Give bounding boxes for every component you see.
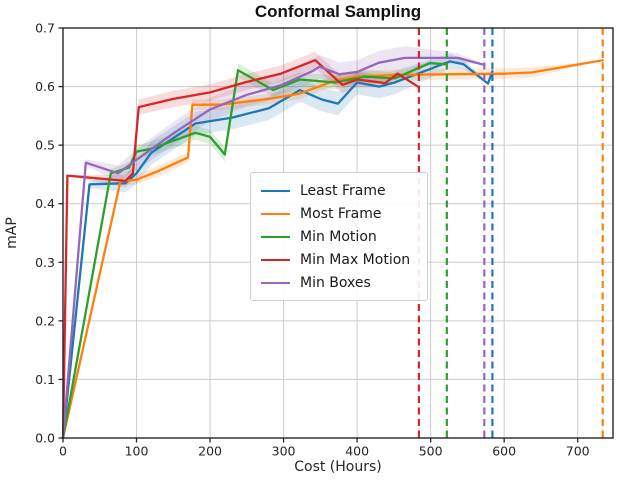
chart-title: Conformal Sampling: [254, 2, 422, 21]
legend-label: Min Motion: [300, 228, 377, 245]
y-tick-label: 0.0: [35, 431, 55, 446]
legend-line-swatch: [261, 235, 290, 238]
x-tick-label: 400: [345, 444, 369, 459]
x-tick-label: 700: [566, 444, 590, 459]
series-line: [61, 59, 421, 440]
y-tick-label: 0.2: [35, 313, 55, 328]
legend-line-swatch: [261, 189, 290, 192]
y-tick-label: 0.4: [35, 196, 55, 211]
plot-border: [62, 27, 614, 439]
legend-line-swatch: [261, 281, 290, 284]
series-line: [61, 56, 486, 440]
x-tick-label: 500: [419, 444, 443, 459]
legend-item: Least Frame: [261, 182, 416, 199]
x-axis-label: Cost (Hours): [294, 459, 382, 475]
series-line: [61, 59, 604, 440]
x-tick-label: 600: [492, 444, 516, 459]
x-tick-label: 100: [125, 444, 149, 459]
y-tick-label: 0.7: [35, 21, 55, 36]
confidence-band: [63, 53, 493, 439]
x-tick-label: 300: [272, 444, 296, 459]
legend-label: Min Max Motion: [300, 251, 411, 268]
legend: Least Frame Most Frame Min Motion Min Max M…: [250, 172, 428, 301]
legend-item: Min Motion: [261, 228, 416, 245]
y-tick-label: 0.6: [35, 79, 55, 94]
legend-line-swatch: [261, 212, 290, 215]
y-tick-label: 0.5: [35, 138, 55, 153]
legend-line-swatch: [261, 258, 290, 261]
legend-item: Min Boxes: [261, 274, 416, 291]
legend-item: Most Frame: [261, 205, 416, 222]
series-line: [61, 60, 494, 440]
y-axis-label: mAP: [4, 217, 20, 249]
legend-item: Min Max Motion: [261, 251, 416, 268]
legend-label: Least Frame: [300, 182, 386, 199]
x-tick-label: 200: [198, 444, 222, 459]
legend-label: Most Frame: [300, 205, 382, 222]
legend-label: Min Boxes: [300, 274, 371, 291]
x-tick-label: 0: [59, 444, 67, 459]
y-tick-label: 0.3: [35, 255, 55, 270]
confidence-band: [63, 46, 485, 438]
y-tick-label: 0.1: [35, 372, 55, 387]
series-line: [61, 61, 448, 440]
